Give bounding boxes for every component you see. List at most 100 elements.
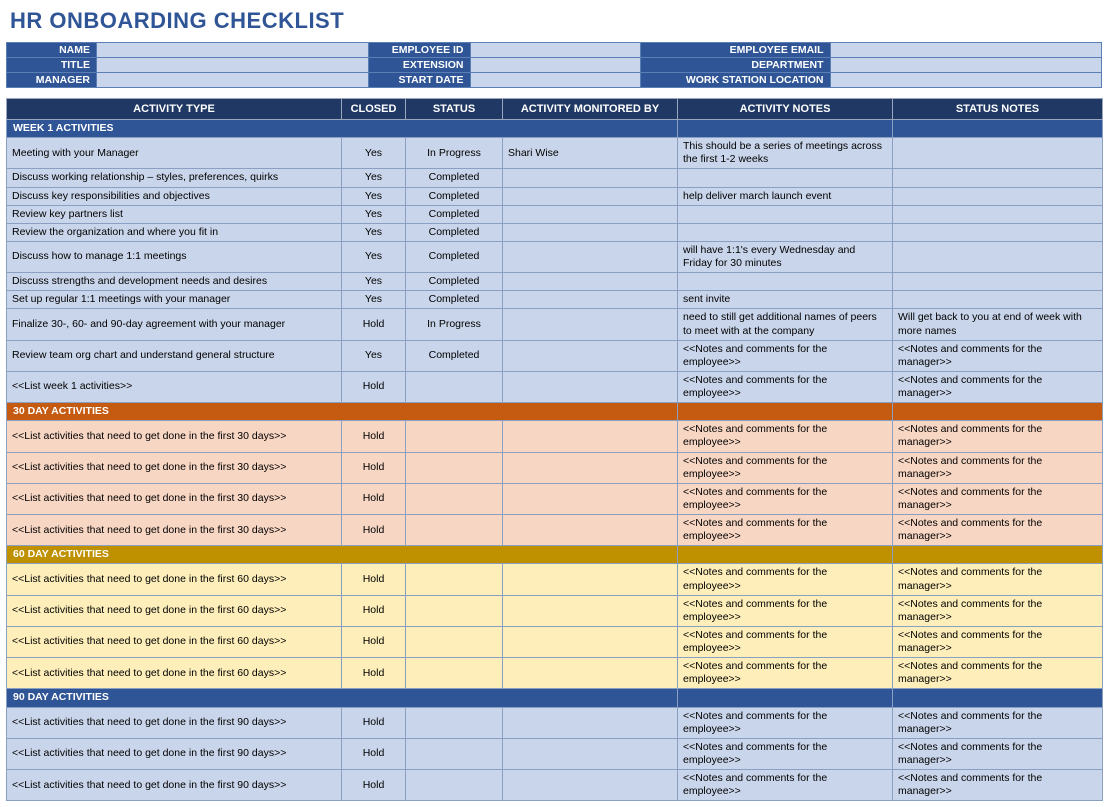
cell-closed[interactable]: Hold xyxy=(342,626,406,657)
cell-activity[interactable]: Set up regular 1:1 meetings with your ma… xyxy=(7,291,342,309)
value-manager[interactable] xyxy=(97,73,369,88)
cell-status[interactable] xyxy=(406,738,503,769)
cell-activity-notes[interactable]: <<Notes and comments for the employee>> xyxy=(678,595,893,626)
cell-status-notes[interactable]: <<Notes and comments for the manager>> xyxy=(893,452,1103,483)
cell-status[interactable]: Completed xyxy=(406,291,503,309)
value-name[interactable] xyxy=(97,43,369,58)
cell-activity[interactable]: <<List activities that need to get done … xyxy=(7,770,342,801)
value-department[interactable] xyxy=(830,58,1102,73)
cell-activity-notes[interactable]: <<Notes and comments for the employee>> xyxy=(678,421,893,452)
cell-status[interactable] xyxy=(406,371,503,402)
cell-activity[interactable]: <<List activities that need to get done … xyxy=(7,707,342,738)
cell-monitored[interactable] xyxy=(503,187,678,205)
cell-activity[interactable]: Discuss how to manage 1:1 meetings xyxy=(7,241,342,272)
cell-activity-notes[interactable]: need to still get additional names of pe… xyxy=(678,309,893,340)
cell-activity-notes[interactable]: <<Notes and comments for the employee>> xyxy=(678,564,893,595)
cell-status-notes[interactable] xyxy=(893,169,1103,187)
cell-closed[interactable]: Yes xyxy=(342,340,406,371)
cell-monitored[interactable] xyxy=(503,452,678,483)
cell-activity[interactable]: <<List week 1 activities>> xyxy=(7,371,342,402)
cell-status[interactable]: Completed xyxy=(406,223,503,241)
cell-activity-notes[interactable]: will have 1:1's every Wednesday and Frid… xyxy=(678,241,893,272)
cell-status[interactable] xyxy=(406,564,503,595)
cell-status[interactable]: Completed xyxy=(406,187,503,205)
cell-monitored[interactable] xyxy=(503,564,678,595)
cell-activity-notes[interactable] xyxy=(678,169,893,187)
cell-status-notes[interactable]: <<Notes and comments for the manager>> xyxy=(893,515,1103,546)
cell-closed[interactable]: Yes xyxy=(342,291,406,309)
cell-activity[interactable]: <<List activities that need to get done … xyxy=(7,595,342,626)
cell-activity-notes[interactable]: <<Notes and comments for the employee>> xyxy=(678,707,893,738)
cell-status-notes[interactable]: <<Notes and comments for the manager>> xyxy=(893,483,1103,514)
cell-closed[interactable]: Yes xyxy=(342,169,406,187)
cell-status-notes[interactable]: <<Notes and comments for the manager>> xyxy=(893,658,1103,689)
cell-status[interactable]: In Progress xyxy=(406,138,503,169)
cell-status[interactable] xyxy=(406,483,503,514)
cell-status[interactable]: Completed xyxy=(406,205,503,223)
cell-closed[interactable]: Yes xyxy=(342,138,406,169)
cell-closed[interactable]: Hold xyxy=(342,371,406,402)
cell-closed[interactable]: Yes xyxy=(342,187,406,205)
cell-status[interactable] xyxy=(406,658,503,689)
cell-closed[interactable]: Hold xyxy=(342,421,406,452)
cell-monitored[interactable]: Shari Wise xyxy=(503,138,678,169)
cell-status-notes[interactable]: <<Notes and comments for the manager>> xyxy=(893,707,1103,738)
cell-activity-notes[interactable]: <<Notes and comments for the employee>> xyxy=(678,483,893,514)
cell-status-notes[interactable]: <<Notes and comments for the manager>> xyxy=(893,340,1103,371)
cell-status-notes[interactable]: <<Notes and comments for the manager>> xyxy=(893,564,1103,595)
cell-monitored[interactable] xyxy=(503,371,678,402)
cell-activity[interactable]: Finalize 30-, 60- and 90-day agreement w… xyxy=(7,309,342,340)
cell-closed[interactable]: Yes xyxy=(342,273,406,291)
cell-activity-notes[interactable]: <<Notes and comments for the employee>> xyxy=(678,452,893,483)
cell-activity-notes[interactable]: <<Notes and comments for the employee>> xyxy=(678,371,893,402)
cell-closed[interactable]: Yes xyxy=(342,241,406,272)
cell-status-notes[interactable]: <<Notes and comments for the manager>> xyxy=(893,595,1103,626)
cell-monitored[interactable] xyxy=(503,707,678,738)
cell-closed[interactable]: Hold xyxy=(342,738,406,769)
cell-status[interactable] xyxy=(406,626,503,657)
cell-activity-notes[interactable]: help deliver march launch event xyxy=(678,187,893,205)
cell-activity-notes[interactable]: <<Notes and comments for the employee>> xyxy=(678,738,893,769)
cell-activity-notes[interactable]: <<Notes and comments for the employee>> xyxy=(678,626,893,657)
cell-status[interactable]: Completed xyxy=(406,340,503,371)
cell-activity[interactable]: <<List activities that need to get done … xyxy=(7,452,342,483)
cell-status-notes[interactable] xyxy=(893,205,1103,223)
cell-status-notes[interactable]: Will get back to you at end of week with… xyxy=(893,309,1103,340)
cell-activity-notes[interactable] xyxy=(678,205,893,223)
cell-status[interactable] xyxy=(406,770,503,801)
cell-activity[interactable]: <<List activities that need to get done … xyxy=(7,421,342,452)
cell-monitored[interactable] xyxy=(503,515,678,546)
cell-closed[interactable]: Hold xyxy=(342,595,406,626)
cell-activity[interactable]: Discuss key responsibilities and objecti… xyxy=(7,187,342,205)
cell-monitored[interactable] xyxy=(503,626,678,657)
cell-status-notes[interactable] xyxy=(893,187,1103,205)
cell-activity[interactable]: <<List activities that need to get done … xyxy=(7,738,342,769)
value-title[interactable] xyxy=(97,58,369,73)
cell-activity[interactable]: Meeting with your Manager xyxy=(7,138,342,169)
cell-activity-notes[interactable]: <<Notes and comments for the employee>> xyxy=(678,340,893,371)
cell-status-notes[interactable]: <<Notes and comments for the manager>> xyxy=(893,770,1103,801)
cell-monitored[interactable] xyxy=(503,169,678,187)
cell-monitored[interactable] xyxy=(503,291,678,309)
cell-closed[interactable]: Hold xyxy=(342,658,406,689)
cell-monitored[interactable] xyxy=(503,595,678,626)
cell-status[interactable] xyxy=(406,452,503,483)
cell-status[interactable]: Completed xyxy=(406,273,503,291)
cell-activity[interactable]: Review the organization and where you fi… xyxy=(7,223,342,241)
cell-activity-notes[interactable]: <<Notes and comments for the employee>> xyxy=(678,770,893,801)
cell-monitored[interactable] xyxy=(503,340,678,371)
cell-monitored[interactable] xyxy=(503,421,678,452)
cell-activity[interactable]: <<List activities that need to get done … xyxy=(7,564,342,595)
cell-monitored[interactable] xyxy=(503,738,678,769)
cell-monitored[interactable] xyxy=(503,241,678,272)
cell-closed[interactable]: Yes xyxy=(342,223,406,241)
cell-monitored[interactable] xyxy=(503,483,678,514)
cell-status[interactable] xyxy=(406,421,503,452)
cell-status[interactable] xyxy=(406,515,503,546)
cell-status[interactable] xyxy=(406,707,503,738)
cell-activity-notes[interactable]: <<Notes and comments for the employee>> xyxy=(678,658,893,689)
cell-status-notes[interactable]: <<Notes and comments for the manager>> xyxy=(893,738,1103,769)
cell-closed[interactable]: Hold xyxy=(342,564,406,595)
cell-monitored[interactable] xyxy=(503,770,678,801)
cell-status[interactable]: Completed xyxy=(406,241,503,272)
